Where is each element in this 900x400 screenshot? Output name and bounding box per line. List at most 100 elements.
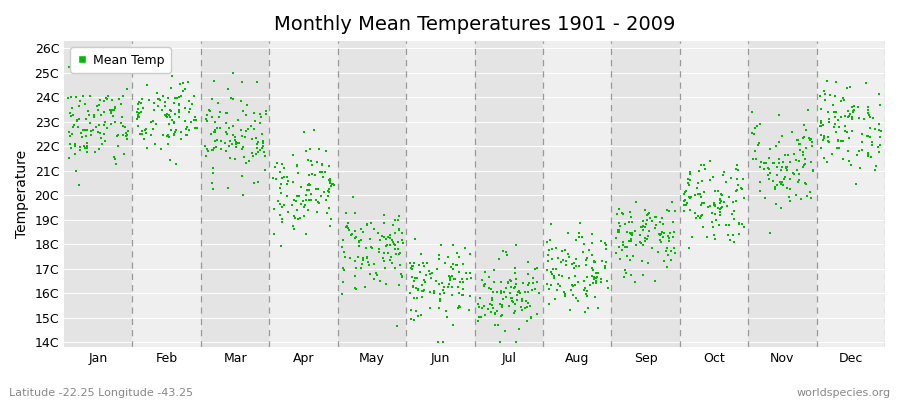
Point [706,232,721,238]
Point [222,143,237,149]
Point [794,196,808,202]
Point [65,131,79,137]
Point [294,200,309,207]
Point [767,160,781,166]
Point [64,145,78,151]
Point [258,111,273,117]
Point [134,100,148,106]
Point [620,253,634,259]
Bar [680,41,748,347]
Point [345,231,359,237]
Point [555,248,570,254]
Point [860,110,875,117]
Point [703,202,717,209]
Point [585,273,599,280]
Point [665,234,680,240]
Point [220,130,235,137]
Point [837,123,851,130]
Point [551,254,565,261]
Point [806,168,820,174]
Bar [406,41,474,347]
Point [450,262,464,269]
Point [208,138,222,144]
Point [406,283,420,290]
Point [166,131,181,137]
Point [412,262,427,268]
Point [693,215,707,221]
Point [585,231,599,238]
Point [572,230,586,237]
Point [722,193,736,200]
Point [63,110,77,116]
Point [214,145,229,152]
Point [97,130,112,137]
Point [527,266,542,272]
Point [520,304,535,310]
Point [685,234,699,240]
Point [831,138,845,144]
Point [377,264,392,271]
Point [432,305,446,311]
Point [436,290,451,296]
Point [662,252,676,259]
Point [482,306,496,312]
Point [766,178,780,184]
Point [482,300,497,307]
Point [677,197,691,204]
Point [724,175,738,181]
Point [473,313,488,320]
Point [393,271,408,277]
Point [219,148,233,154]
Point [367,225,382,232]
Point [678,189,692,196]
Point [642,210,656,216]
Point [524,315,538,322]
Point [462,307,476,313]
Point [107,107,122,114]
Point [748,125,762,131]
Text: worldspecies.org: worldspecies.org [796,388,891,398]
Point [530,279,544,285]
Point [800,107,814,113]
Point [551,281,565,288]
Point [258,108,273,114]
Point [199,153,213,159]
Point [204,180,219,186]
Point [855,138,869,145]
Point [164,108,178,114]
Point [212,114,226,120]
Point [694,213,708,219]
Point [274,219,289,226]
Point [348,235,363,241]
Point [200,146,214,152]
Point [250,139,265,145]
Point [94,141,109,147]
Point [590,278,604,284]
Point [121,128,135,134]
Point [287,225,302,232]
Point [373,237,387,244]
Point [205,147,220,153]
Point [340,220,355,227]
Point [526,275,540,281]
Point [866,114,880,121]
Point [716,172,731,179]
Point [188,125,202,131]
Point [796,134,811,140]
Point [321,189,336,195]
Point [284,202,299,208]
Point [113,120,128,126]
Point [78,144,93,151]
Point [780,152,795,158]
Point [70,117,85,123]
Point [286,152,301,158]
Point [772,156,787,162]
Point [634,240,648,246]
Point [544,237,558,243]
Point [547,296,562,302]
Point [814,123,828,130]
Point [561,250,575,257]
Point [62,63,77,70]
Point [245,136,259,142]
Point [290,206,304,213]
